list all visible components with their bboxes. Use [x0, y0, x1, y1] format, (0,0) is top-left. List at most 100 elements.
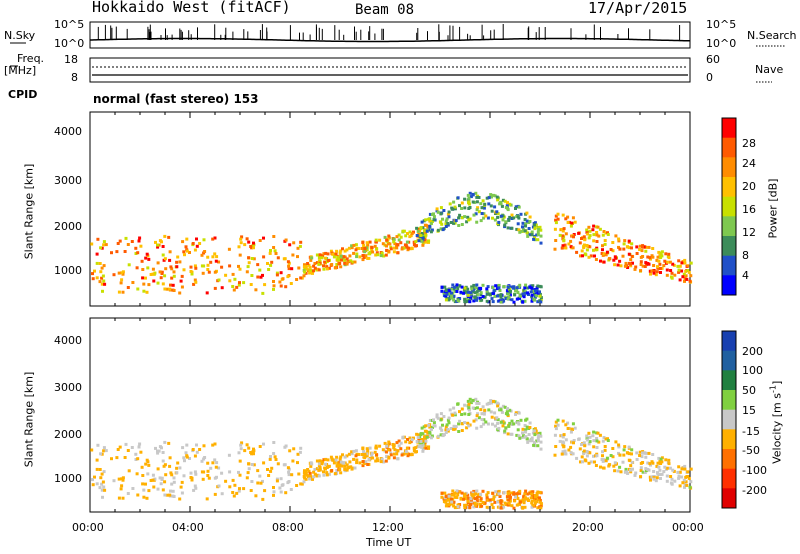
- power-cell: [307, 263, 311, 267]
- power-cell: [348, 254, 352, 258]
- power-cell: [667, 256, 671, 260]
- velocity-cell: [554, 424, 558, 428]
- power-cell: [396, 243, 400, 247]
- cpid-label: CPID: [8, 88, 38, 101]
- colorbar-segment: [722, 275, 736, 296]
- power-cell: [517, 205, 521, 209]
- velocity-cell: [406, 438, 409, 441]
- colorbar-segment: [722, 488, 736, 509]
- power-cell: [446, 222, 450, 225]
- velocity-cell: [536, 506, 540, 510]
- velocity-cell: [617, 451, 620, 455]
- power-cell: [501, 214, 505, 218]
- velocity-cell: [393, 452, 396, 456]
- power-cell: [134, 246, 138, 250]
- velocity-cell: [172, 476, 176, 480]
- power-cell: [308, 271, 312, 275]
- velocity-cell: [270, 466, 274, 470]
- velocity-cell: [302, 475, 306, 478]
- power-cell: [485, 196, 489, 200]
- power-cell: [562, 227, 566, 231]
- power-cell: [262, 236, 265, 240]
- power-cell: [250, 257, 254, 260]
- velocity-cell: [499, 506, 503, 510]
- power-cell: [573, 220, 577, 224]
- velocity-cell: [476, 412, 480, 416]
- power-cell: [179, 279, 183, 283]
- velocity-cell: [103, 488, 107, 492]
- velocity-cell: [123, 456, 127, 459]
- velocity-cell: [483, 501, 487, 505]
- power-cell: [393, 246, 396, 250]
- power-cell: [315, 253, 319, 257]
- power-cell: [606, 233, 610, 236]
- power-cell: [309, 258, 313, 262]
- velocity-cell: [471, 491, 475, 495]
- velocity-cell: [448, 503, 452, 507]
- velocity-cell: [110, 457, 113, 461]
- station-title: Hokkaido West (fitACF): [92, 0, 291, 16]
- velocity-cell: [272, 486, 275, 489]
- velocity-cell: [624, 467, 628, 471]
- power-cell: [463, 297, 467, 301]
- power-cell: [512, 286, 516, 290]
- velocity-cell: [475, 406, 479, 410]
- velocity-cell: [447, 494, 451, 498]
- power-cell: [138, 236, 142, 240]
- power-cell: [469, 195, 473, 199]
- velocity-cell: [536, 444, 540, 448]
- velocity-cell: [440, 495, 444, 499]
- velocity-cell: [168, 456, 172, 460]
- velocity-cell: [467, 496, 471, 500]
- power-cell: [523, 229, 527, 233]
- velocity-cell: [335, 469, 339, 472]
- velocity-cell: [352, 449, 356, 453]
- velocity-cell: [586, 438, 590, 442]
- power-cell: [213, 270, 217, 274]
- velocity-cell: [613, 461, 617, 465]
- velocity-cell: [198, 448, 202, 451]
- velocity-cell: [510, 491, 514, 495]
- power-cell: [460, 223, 464, 226]
- power-cell: [449, 221, 453, 224]
- velocity-cell: [91, 483, 95, 487]
- power-cell: [339, 249, 343, 253]
- velocity-cell: [144, 482, 147, 486]
- power-cell: [217, 278, 221, 282]
- velocity-cell: [503, 405, 507, 409]
- velocity-cell: [375, 453, 379, 457]
- velocity-cell: [685, 483, 689, 487]
- velocity-cell: [495, 416, 499, 420]
- velocity-cell: [516, 497, 520, 500]
- velocity-cell: [315, 467, 319, 471]
- power-cell: [580, 249, 584, 253]
- velocity-cell: [194, 472, 198, 476]
- velocity-cell: [530, 501, 534, 505]
- velocity-cell: [284, 491, 288, 495]
- velocity-cell: [345, 463, 349, 467]
- velocity-cell: [231, 478, 235, 482]
- power-cell: [599, 259, 602, 263]
- power-cell: [613, 263, 617, 267]
- velocity-cell: [535, 439, 539, 443]
- velocity-cell: [367, 458, 371, 462]
- power-cell: [190, 272, 194, 276]
- power-cell: [592, 239, 596, 243]
- velocity-cell: [493, 400, 497, 404]
- velocity-cell: [446, 428, 450, 431]
- velocity-cell: [424, 446, 428, 450]
- power-cell: [195, 244, 199, 248]
- power-cell: [296, 246, 300, 250]
- power-cell: [99, 270, 103, 274]
- velocity-cell: [178, 497, 182, 501]
- velocity-cell: [515, 503, 519, 507]
- velocity-cell: [603, 445, 607, 448]
- velocity-cell: [447, 416, 451, 420]
- power-cell: [256, 263, 260, 267]
- velocity-cell: [617, 445, 621, 449]
- velocity-cell: [667, 458, 671, 462]
- velocity-cell: [275, 479, 279, 483]
- power-cell: [490, 195, 493, 199]
- power-cell: [274, 252, 278, 255]
- power-cell: [117, 290, 121, 294]
